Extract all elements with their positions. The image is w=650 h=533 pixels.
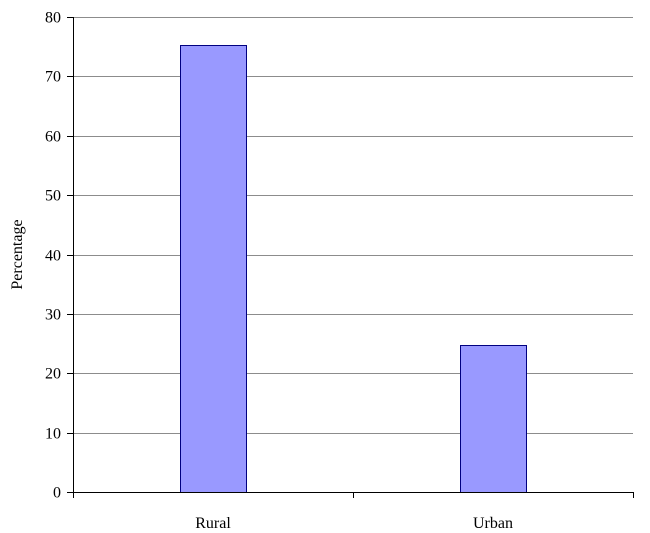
- y-tick-label-0: 0: [53, 485, 61, 502]
- y-tick-label-80: 80: [45, 10, 61, 27]
- tick-labels: 0 10 20 30 40 50 60 70 80 Rural Urban: [45, 10, 513, 533]
- y-tick-label-50: 50: [45, 188, 61, 205]
- bar-urban: [460, 345, 527, 493]
- y-axis-title: Percentage: [9, 219, 26, 289]
- y-tick-label-30: 30: [45, 307, 61, 324]
- x-tick-label-urban: Urban: [473, 515, 513, 532]
- bar-rural: [180, 45, 247, 493]
- y-tick-label-60: 60: [45, 129, 61, 146]
- y-tick-label-20: 20: [45, 366, 61, 383]
- bars: [180, 45, 527, 493]
- axes: [67, 17, 634, 498]
- y-tick-label-70: 70: [45, 69, 61, 86]
- y-tick-label-10: 10: [45, 426, 61, 443]
- y-tick-label-40: 40: [45, 248, 61, 265]
- x-tick-label-rural: Rural: [195, 515, 231, 532]
- gridlines: [73, 17, 633, 434]
